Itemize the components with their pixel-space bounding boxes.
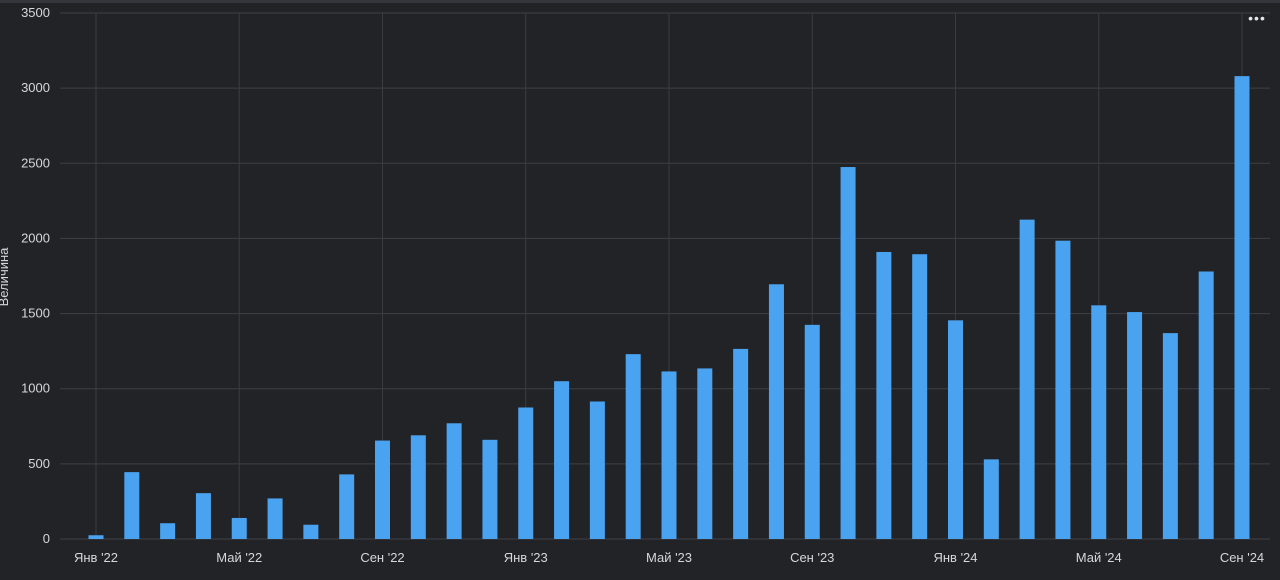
- bar-2023-04[interactable]: [625, 354, 641, 539]
- bar-2024-01[interactable]: [948, 320, 963, 539]
- bar-2023-10[interactable]: [840, 167, 856, 540]
- bar-2023-11[interactable]: [876, 251, 892, 539]
- bar-2024-04[interactable]: [1055, 240, 1071, 539]
- bar-2023-09[interactable]: [804, 324, 820, 539]
- x-tick-label: Янв '24: [933, 550, 977, 565]
- bar-2023-07[interactable]: [733, 348, 749, 539]
- y-tick-label: 3500: [21, 5, 50, 20]
- y-tick-label: 3000: [21, 80, 50, 95]
- y-tick-label: 1000: [21, 381, 50, 396]
- x-tick-label: Янв '23: [504, 550, 548, 565]
- bar-2024-02[interactable]: [983, 459, 999, 539]
- x-tick-label: Янв '22: [74, 550, 118, 565]
- bar-2024-09[interactable]: [1234, 76, 1250, 540]
- bar-2022-01[interactable]: [88, 535, 104, 539]
- bar-2024-07[interactable]: [1162, 333, 1178, 539]
- y-tick-label: 2000: [21, 230, 50, 245]
- bar-2022-03[interactable]: [160, 523, 176, 539]
- bar-chart: 0 500 1000 1500 2000 2500 3000 3500 Янв '22 Май '…: [0, 5, 1270, 565]
- y-axis-title: Величина: [0, 247, 11, 307]
- y-tick-label: 0: [43, 531, 50, 546]
- x-tick-label: Сен '24: [1220, 550, 1264, 565]
- bar-2022-08[interactable]: [339, 474, 355, 539]
- x-tick-label: Май '22: [216, 550, 262, 565]
- bar-2022-09[interactable]: [375, 440, 390, 539]
- bar-2022-05[interactable]: [231, 517, 247, 539]
- bar-2024-06[interactable]: [1127, 312, 1143, 539]
- bar-2022-11[interactable]: [446, 423, 462, 539]
- x-tick-label: Сен '23: [790, 550, 834, 565]
- bar-2022-06[interactable]: [267, 498, 283, 539]
- bar-2023-05[interactable]: [661, 371, 677, 539]
- more-options-icon[interactable]: •••: [1248, 10, 1266, 26]
- bar-2022-04[interactable]: [195, 493, 211, 539]
- y-tick-label: 500: [28, 456, 50, 471]
- x-tick-label: Май '23: [646, 550, 692, 565]
- x-tick-label: Май '24: [1076, 550, 1122, 565]
- bar-2023-02[interactable]: [554, 381, 570, 539]
- bar-2024-08[interactable]: [1198, 271, 1214, 539]
- bar-2022-12[interactable]: [482, 439, 498, 539]
- bar-2024-05[interactable]: [1091, 305, 1107, 539]
- x-tick-label: Сен '22: [360, 550, 404, 565]
- y-tick-label: 1500: [21, 306, 50, 321]
- bar-2023-12[interactable]: [912, 254, 928, 540]
- bar-2023-01[interactable]: [518, 407, 534, 540]
- bar-2023-03[interactable]: [589, 401, 605, 539]
- bar-2022-10[interactable]: [410, 435, 426, 539]
- bar-2023-06[interactable]: [697, 368, 713, 539]
- bar-2022-07[interactable]: [303, 524, 319, 539]
- bar-2023-08[interactable]: [768, 284, 784, 539]
- bar-2024-03[interactable]: [1019, 219, 1035, 539]
- bar-2022-02[interactable]: [124, 472, 140, 539]
- y-tick-label: 2500: [21, 155, 50, 170]
